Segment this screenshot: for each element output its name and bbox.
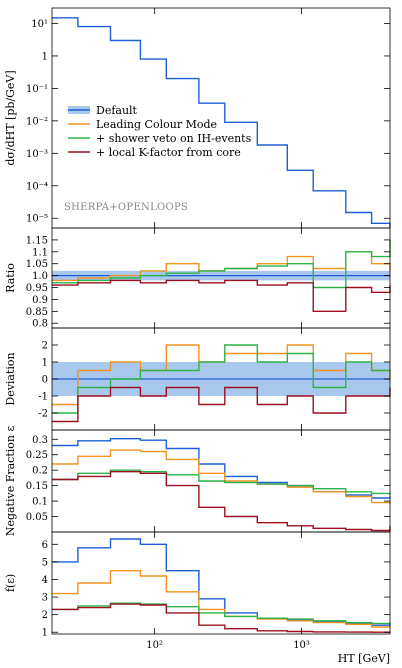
y-tick-label: 0.1: [32, 497, 48, 508]
y-tick-label: 0.3: [32, 435, 48, 446]
y-tick-label: -2: [38, 409, 48, 420]
series-negative_fraction-3: [52, 471, 391, 532]
legend-entry: Default: [96, 104, 138, 117]
y-tick-label: 10⁻¹: [26, 84, 48, 95]
y-tick-label: 10⁻²: [26, 116, 48, 127]
y-tick-label: 0.9: [32, 295, 48, 306]
y-tick-label: 0.2: [32, 466, 48, 477]
y-tick-label: 4: [42, 575, 48, 586]
y-axis-label: dσ/dHT [pb/GeV]: [4, 70, 17, 165]
legend-entry: Leading Colour Mode: [96, 118, 217, 131]
y-tick-label: 1: [42, 51, 48, 62]
y-tick-label: 2: [42, 341, 48, 352]
panel-deviation: -2 -1 0 1 2 Deviation: [4, 327, 391, 431]
series-ratio-1: [52, 239, 391, 289]
y-tick-label: 0: [42, 375, 48, 386]
legend-entry: + local K-factor from core: [96, 146, 241, 159]
y-tick-label: 1: [42, 628, 48, 639]
y-tick-label: 1.05: [26, 259, 48, 270]
y-tick-label: 1.15: [26, 235, 48, 246]
y-tick-label: 0.05: [26, 512, 48, 523]
y-tick-label: -1: [38, 392, 48, 403]
y-axis-label: Negative Fraction ε: [4, 426, 17, 537]
panel-ratio: 0.80.850.90.951.01.051.11.15 Ratio: [4, 227, 391, 330]
y-tick-label: 1.1: [32, 247, 48, 258]
y-tick-label: 5: [42, 557, 48, 568]
y-tick-label: 1.0: [32, 271, 48, 282]
y-axis-label: Deviation: [4, 352, 17, 405]
y-tick-label: 0.15: [26, 481, 48, 492]
series-negative_fraction-1: [52, 449, 391, 505]
y-tick-label: 1: [42, 358, 48, 369]
series-main-0: [52, 17, 391, 228]
y-tick-label: 10¹: [31, 19, 48, 30]
y-tick-label: 6: [42, 540, 48, 551]
y-axis-label: f(ε): [4, 574, 17, 592]
y-tick-label: 3: [42, 593, 48, 604]
watermark-text: SHERPA+OPENLOOPS: [64, 202, 188, 213]
y-tick-label: 0.85: [26, 307, 48, 318]
panel-frame: [51, 531, 391, 635]
series-deviation-1: [52, 344, 390, 414]
y-tick-label: 0.95: [26, 283, 48, 294]
series-ratio-2: [52, 279, 391, 312]
series-f_epsilon-3: [52, 603, 391, 633]
panel-negative_fraction: 0.05 0.1 0.15 0.2 0.25 0.3 Negative Fraction ε: [4, 426, 391, 537]
y-tick-label: 10⁻³: [26, 149, 48, 160]
x-tick-label: 10³: [293, 640, 310, 651]
x-tick-label: 10²: [146, 640, 163, 651]
y-tick-label: 0.8: [32, 319, 48, 330]
y-tick-label: 10⁻⁴: [26, 181, 48, 192]
y-tick-label: 2: [42, 610, 48, 621]
series-deviation-2: [52, 386, 391, 423]
panel-f_epsilon: 1 2 3 4 5 6 f(ε) 10² 10³ HT [GeV]: [4, 531, 391, 665]
y-tick-label: 0.25: [26, 450, 48, 461]
x-axis-label: HT [GeV]: [338, 652, 390, 665]
y-tick-label: 10⁻⁵: [26, 214, 48, 225]
y-axis-label: Ratio: [4, 263, 17, 293]
series-negative_fraction-2: [52, 469, 391, 495]
series-f_epsilon-2: [52, 602, 391, 625]
legend-entry: + shower veto on IH-events: [96, 132, 252, 145]
